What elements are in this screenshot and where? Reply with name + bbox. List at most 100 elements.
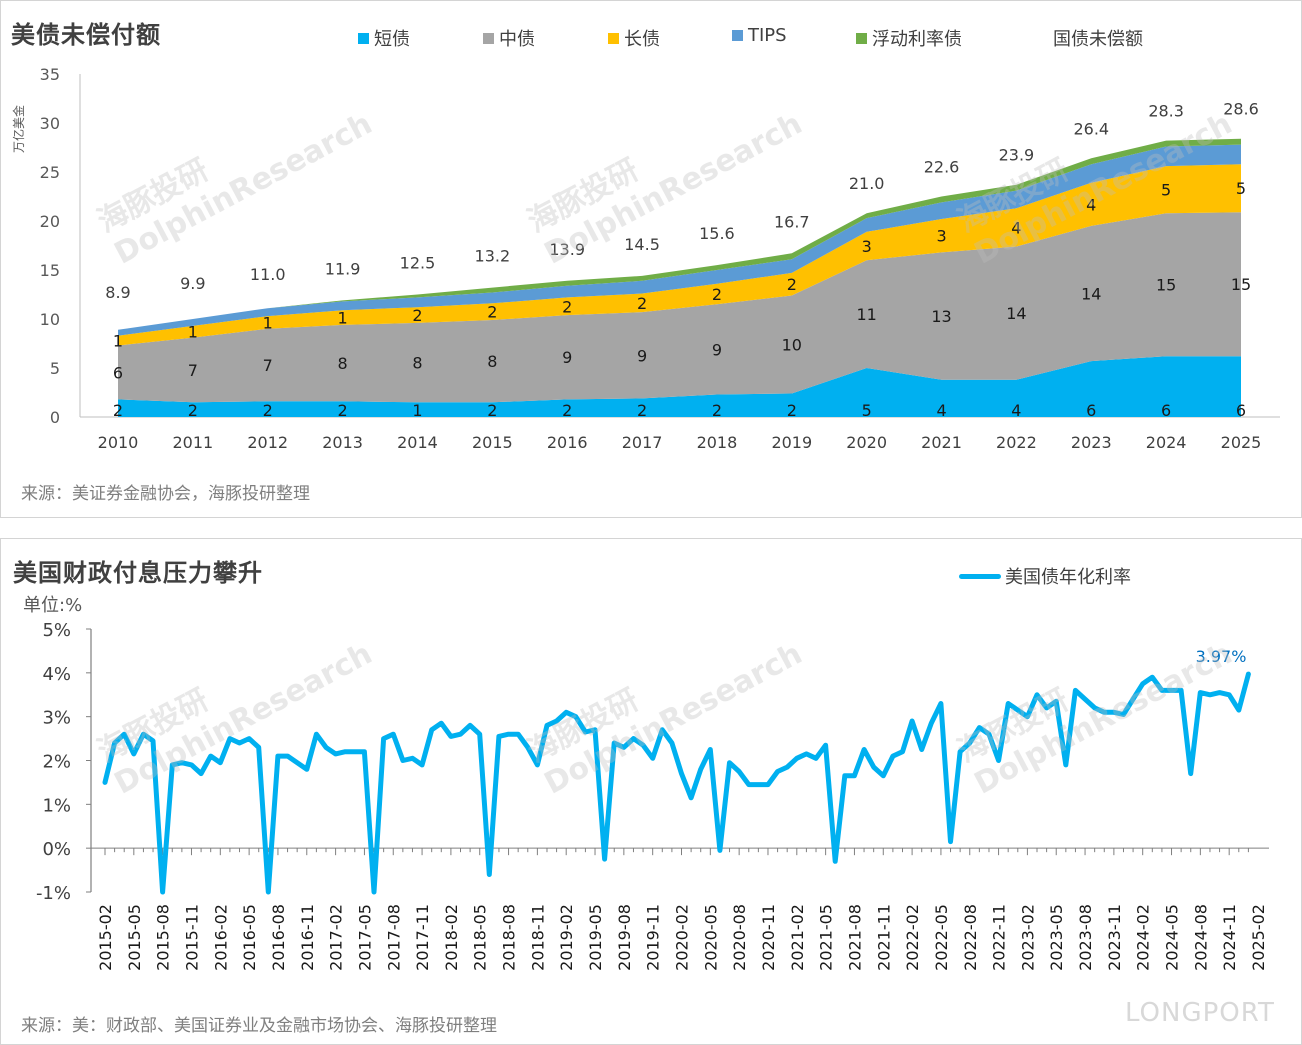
y-tick-label: -1% bbox=[36, 883, 71, 904]
chart-panel-interest-rate: 美国财政付息压力攀升 单位:% 美国债年化利率 -1% 0% 1% 2% 3% 4% 5% 3… bbox=[0, 538, 1302, 1045]
total-label: 12.5 bbox=[400, 254, 436, 273]
x-tick-label: 2016-02 bbox=[211, 904, 230, 971]
data-label: 1 bbox=[263, 313, 273, 332]
x-tick-label: 2021-02 bbox=[788, 904, 807, 971]
x-tick-label: 2025-02 bbox=[1249, 904, 1268, 971]
x-tick-label: 2018-05 bbox=[471, 904, 490, 971]
x-tick-label: 2016-05 bbox=[240, 904, 259, 971]
x-tick-label: 2021-08 bbox=[845, 904, 864, 971]
data-label: 1 bbox=[338, 309, 348, 328]
legend-swatch bbox=[358, 32, 369, 44]
x-tick-label: 2019 bbox=[771, 433, 812, 452]
x-tick-label: 2022-05 bbox=[932, 904, 951, 971]
x-tick-label: 2023 bbox=[1071, 433, 1112, 452]
area-4 bbox=[118, 144, 1241, 336]
x-tick-label: 2014 bbox=[397, 433, 438, 452]
x-tick-label: 2016-08 bbox=[269, 904, 288, 971]
source-note: 来源：美：财政部、美国证券业及金融市场协会、海豚投研整理 bbox=[21, 1016, 497, 1036]
data-label: 7 bbox=[263, 356, 273, 375]
total-label: 13.2 bbox=[475, 247, 511, 266]
area-2 bbox=[118, 212, 1241, 403]
data-label: 2 bbox=[712, 285, 722, 304]
total-label: 28.6 bbox=[1223, 100, 1259, 119]
x-tick-label: 2022 bbox=[996, 433, 1037, 452]
data-label: 2 bbox=[487, 401, 497, 420]
data-label: 2 bbox=[487, 303, 497, 322]
legend-item-long: 长债 bbox=[608, 25, 660, 51]
data-label: 7 bbox=[188, 361, 198, 380]
x-tick-label: 2017-11 bbox=[413, 904, 432, 971]
data-label: 2 bbox=[338, 401, 348, 420]
legend-item-tips: TIPS bbox=[732, 25, 787, 46]
data-label: 2 bbox=[712, 401, 722, 420]
legend-item-frn: 浮动利率债 bbox=[856, 25, 962, 51]
data-label: 4 bbox=[1011, 218, 1021, 237]
legend-line bbox=[959, 573, 1001, 579]
legend-swatch bbox=[483, 32, 494, 44]
y-tick-label: 0% bbox=[42, 839, 71, 860]
x-tick-label: 2024-02 bbox=[1134, 904, 1153, 971]
x-tick-label: 2023-02 bbox=[1018, 904, 1037, 971]
x-tick-label: 2021-11 bbox=[874, 904, 893, 971]
x-tick-label: 2021-05 bbox=[817, 904, 836, 971]
total-label: 21.0 bbox=[849, 174, 885, 193]
legend-item-rate: 美国债年化利率 bbox=[959, 563, 1131, 589]
data-label: 4 bbox=[1086, 195, 1096, 214]
brand-logo: LONGPORT bbox=[1125, 998, 1275, 1028]
data-label: 15 bbox=[1231, 275, 1251, 294]
data-label: 6 bbox=[113, 363, 123, 382]
y-tick-label: 25 bbox=[40, 163, 60, 182]
area-3 bbox=[118, 164, 1241, 346]
data-label: 2 bbox=[412, 306, 422, 325]
x-tick-label: 2022-02 bbox=[903, 904, 922, 971]
area-1 bbox=[118, 356, 1241, 417]
data-label: 9 bbox=[637, 346, 647, 365]
total-label: 16.7 bbox=[774, 212, 810, 231]
data-label: 2 bbox=[787, 275, 797, 294]
x-tick-label: 2023-05 bbox=[1047, 904, 1066, 971]
total-label: 14.5 bbox=[624, 235, 660, 254]
x-tick-label: 2011 bbox=[173, 433, 214, 452]
data-label: 2 bbox=[263, 401, 273, 420]
total-label: 15.6 bbox=[699, 224, 735, 243]
y-tick-label: 30 bbox=[40, 114, 60, 133]
x-tick-label: 2023-11 bbox=[1105, 904, 1124, 971]
x-tick-label: 2020-02 bbox=[673, 904, 692, 971]
line-chart: -1% 0% 1% 2% 3% 4% 5% 3.97% 2015-02 2015-05 2015-0… bbox=[36, 620, 1269, 971]
x-tick-label: 2015-02 bbox=[96, 904, 115, 971]
x-tick-label: 2019-05 bbox=[586, 904, 605, 971]
data-label: 2 bbox=[637, 401, 647, 420]
x-tick-label: 2017-05 bbox=[355, 904, 374, 971]
legend-swatch bbox=[732, 30, 743, 41]
data-label: 9 bbox=[562, 348, 572, 367]
data-label: 5 bbox=[1161, 181, 1171, 200]
data-label: 6 bbox=[1161, 401, 1171, 420]
x-tick-label: 2019-02 bbox=[557, 904, 576, 971]
end-value-label: 3.97% bbox=[1196, 647, 1247, 666]
x-tick-label: 2017-02 bbox=[327, 904, 346, 971]
data-label: 3 bbox=[862, 237, 872, 256]
x-tick-label: 2018-11 bbox=[528, 904, 547, 971]
total-label: 11.0 bbox=[250, 265, 286, 284]
y-tick-label: 5% bbox=[42, 620, 71, 641]
y-tick-label: 3% bbox=[42, 708, 71, 729]
x-tick-label: 2024-11 bbox=[1220, 904, 1239, 971]
source-note: 来源：美证券金融协会，海豚投研整理 bbox=[21, 484, 310, 504]
total-label: 23.9 bbox=[999, 146, 1035, 165]
x-tick-label: 2018-02 bbox=[442, 904, 461, 971]
x-tick-label: 2019-11 bbox=[644, 904, 663, 971]
total-label: 11.9 bbox=[325, 259, 361, 278]
chart-title: 美债未偿付额 bbox=[11, 21, 161, 49]
legend-item-mid: 中债 bbox=[483, 25, 535, 51]
y-tick-label: 15 bbox=[40, 261, 60, 280]
data-label: 8 bbox=[338, 354, 348, 373]
data-label: 15 bbox=[1156, 276, 1176, 295]
data-label: 11 bbox=[856, 305, 876, 324]
legend-item-total: 国债未偿额 bbox=[1053, 29, 1143, 50]
data-label: 1 bbox=[188, 323, 198, 342]
x-tick-label: 2024-05 bbox=[1163, 904, 1182, 971]
data-label: 14 bbox=[1081, 285, 1101, 304]
y-tick-label: 1% bbox=[42, 795, 71, 816]
series-line bbox=[102, 671, 1251, 895]
x-tick-label: 2017-08 bbox=[384, 904, 403, 971]
